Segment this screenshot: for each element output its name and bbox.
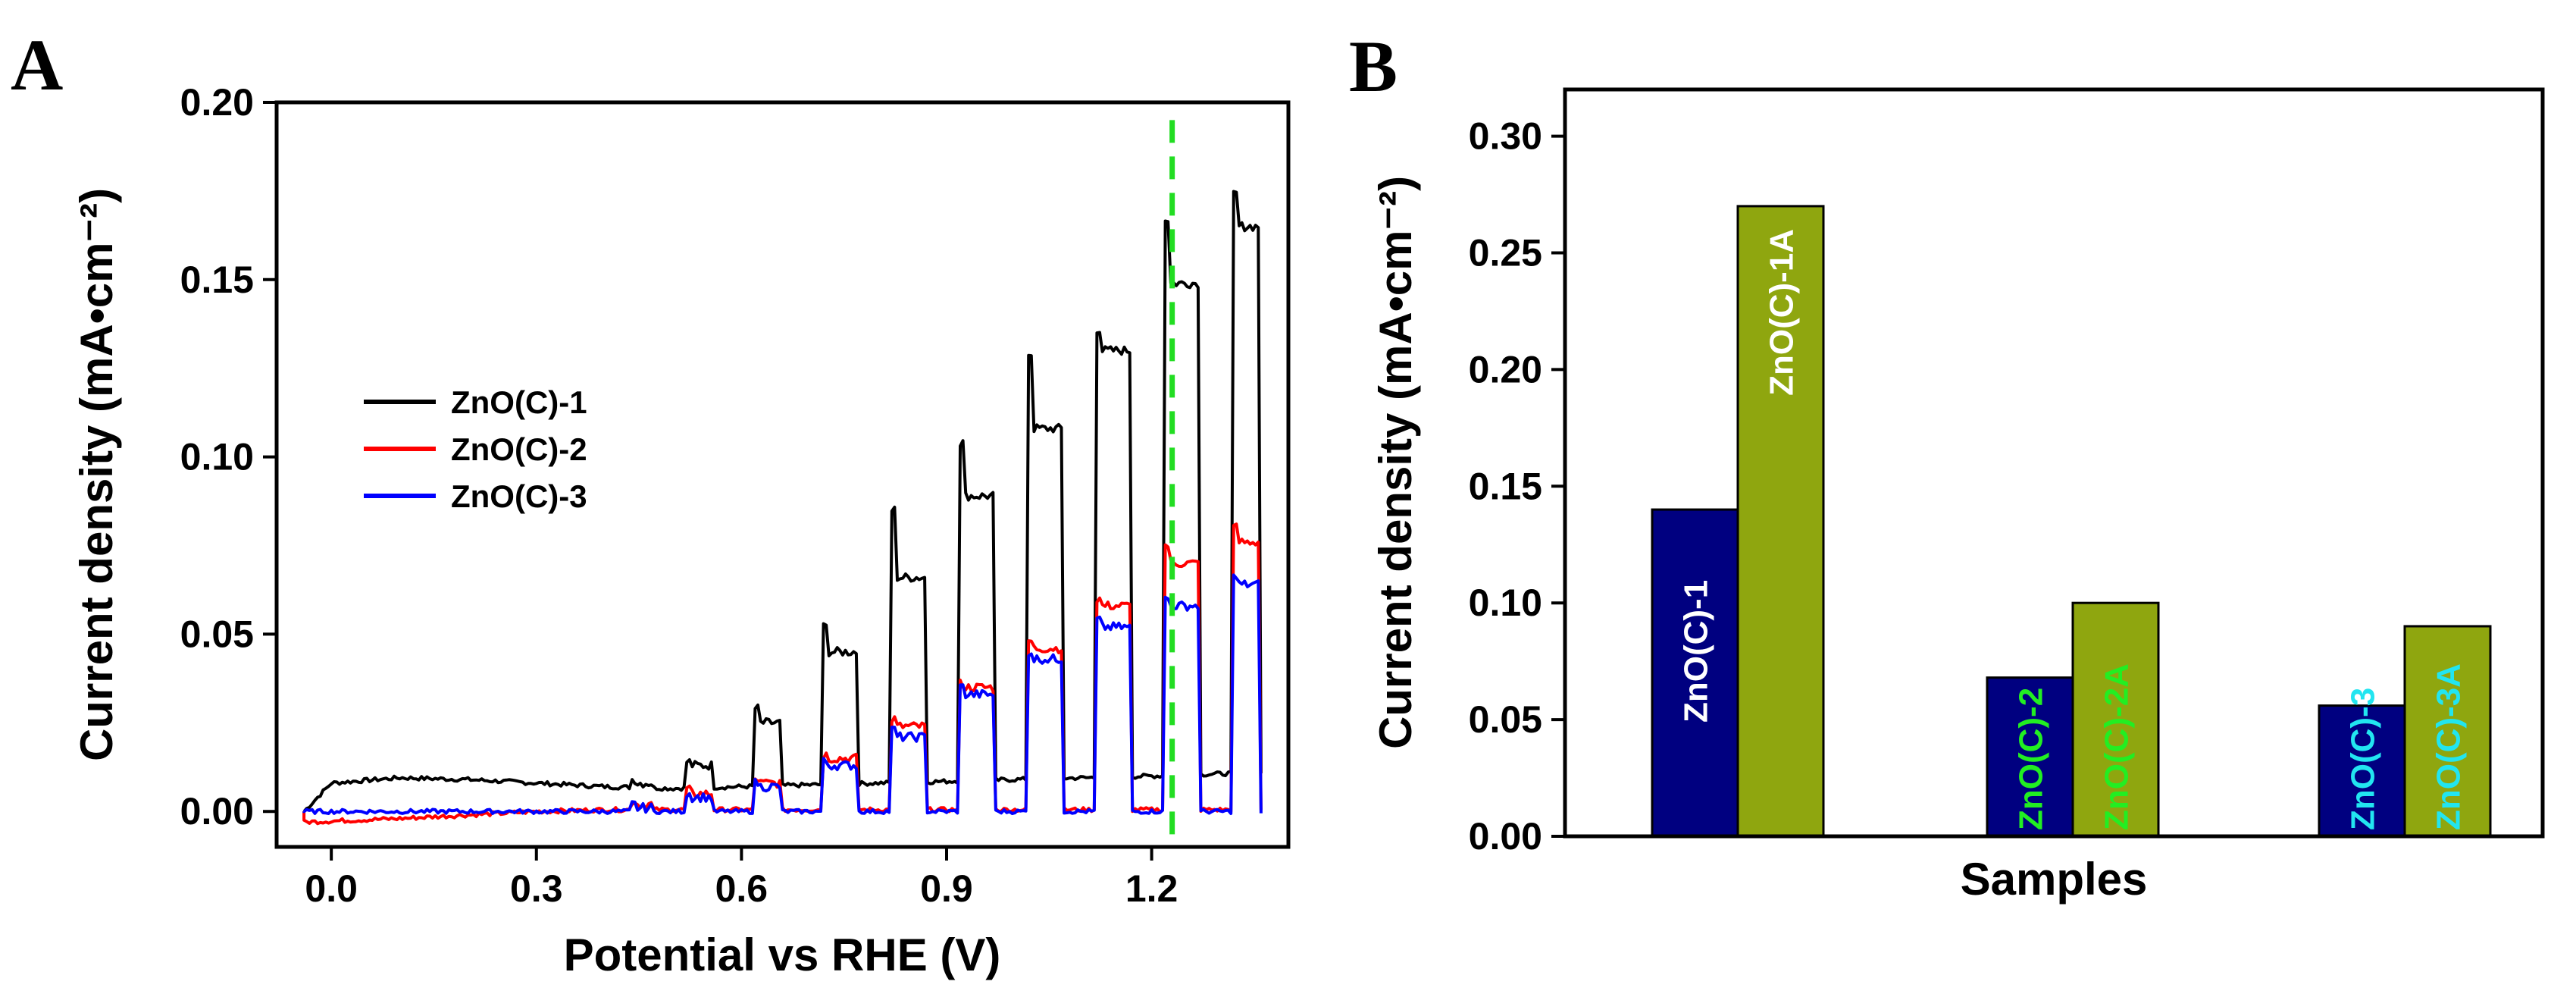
a-y-tick-label: 0.20 bbox=[180, 81, 254, 124]
panel-b-x-axis-label: Samples bbox=[1961, 854, 2148, 905]
panel-b-y-ticks: 0.00 0.05 0.10 0.15 0.20 0.25 0.30 bbox=[1469, 115, 1565, 858]
bar-label: ZnO(C)-1 bbox=[1678, 580, 1715, 723]
bar-modified-1 bbox=[1736, 205, 1825, 838]
series-line-ZnO(C)-1 bbox=[302, 190, 1263, 814]
panel-a-series bbox=[302, 190, 1263, 826]
bar-unmodified-3 bbox=[2318, 704, 2406, 838]
a-y-tick-label: 0.10 bbox=[180, 436, 254, 478]
series-line-ZnO(C)-3 bbox=[302, 573, 1263, 815]
bar-unmodified-1 bbox=[1651, 508, 1739, 838]
panel-a-x-axis-label: Potential vs RHE (V) bbox=[564, 930, 1001, 980]
panel-a-x-ticks: 0.0 0.3 0.6 0.9 1.2 bbox=[305, 847, 1178, 910]
panel-a-legend: ZnO(C)-1 ZnO(C)-2 ZnO(C)-3 bbox=[364, 384, 587, 514]
panel-b-y-axis-label: Current density (mA•cm⁻²) bbox=[1370, 176, 1421, 749]
panel-b-label: B bbox=[1349, 26, 1398, 107]
a-x-tick-label: 0.6 bbox=[715, 867, 768, 910]
a-x-tick-label: 0.3 bbox=[510, 867, 563, 910]
a-x-tick-label: 0.9 bbox=[920, 867, 973, 910]
b-y-tick-label: 0.30 bbox=[1469, 115, 1542, 158]
a-x-tick-label: 0.0 bbox=[305, 867, 358, 910]
panel-a-plot-frame bbox=[274, 100, 1291, 849]
panel-a: A 0.00 0.05 0.10 0.15 0.20 0.0 0.3 0.6 0.9 1.2 P… bbox=[11, 24, 1291, 980]
b-y-tick-label: 0.25 bbox=[1469, 231, 1542, 274]
panel-b-plot-frame bbox=[1563, 87, 2545, 839]
bar-label: ZnO(C)-2A bbox=[2099, 663, 2136, 830]
bar-modified-2 bbox=[2071, 601, 2160, 838]
panel-a-y-axis-label: Current density (mA•cm⁻²) bbox=[71, 188, 122, 761]
bar-label: ZnO(C)-3A bbox=[2430, 663, 2468, 830]
bar-label: ZnO(C)-1A bbox=[1764, 229, 1801, 396]
bar-label: ZnO(C)-2 bbox=[2013, 688, 2050, 830]
b-y-tick-label: 0.10 bbox=[1469, 582, 1542, 624]
b-y-tick-label: 0.20 bbox=[1469, 348, 1542, 390]
a-y-tick-label: 0.00 bbox=[180, 790, 254, 833]
panel-b-bars: ZnO(C)-1 ZnO(C)-1A ZnO(C)-2 ZnO(C)-2A ZnO(C)… bbox=[1651, 205, 2492, 838]
a-y-tick-label: 0.05 bbox=[180, 613, 254, 655]
b-y-tick-label: 0.05 bbox=[1469, 698, 1542, 741]
panel-a-y-ticks: 0.00 0.05 0.10 0.15 0.20 bbox=[180, 81, 277, 833]
panel-a-label: A bbox=[11, 24, 63, 105]
bar-modified-3 bbox=[2403, 625, 2492, 838]
b-y-tick-label: 0.00 bbox=[1469, 815, 1542, 858]
legend-label: ZnO(C)-1 bbox=[451, 384, 587, 420]
b-y-tick-label: 0.15 bbox=[1469, 465, 1542, 507]
a-y-tick-label: 0.15 bbox=[180, 259, 254, 301]
legend-label: ZnO(C)-3 bbox=[451, 478, 587, 514]
bar-label: ZnO(C)-3 bbox=[2345, 688, 2382, 830]
a-x-tick-label: 1.2 bbox=[1125, 867, 1178, 910]
legend-label: ZnO(C)-2 bbox=[451, 431, 587, 467]
